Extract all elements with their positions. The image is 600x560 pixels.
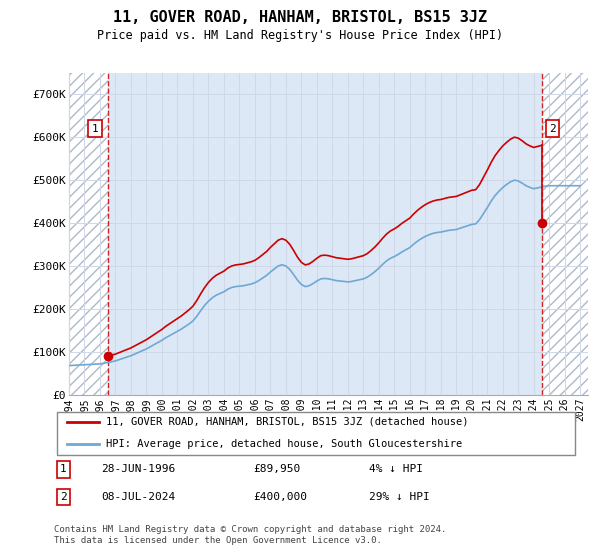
FancyBboxPatch shape [56, 412, 575, 455]
Text: 29% ↓ HPI: 29% ↓ HPI [369, 492, 430, 502]
Text: 1: 1 [92, 124, 98, 134]
Text: Price paid vs. HM Land Registry's House Price Index (HPI): Price paid vs. HM Land Registry's House … [97, 29, 503, 42]
Text: 2: 2 [60, 492, 67, 502]
Text: 11, GOVER ROAD, HANHAM, BRISTOL, BS15 3JZ: 11, GOVER ROAD, HANHAM, BRISTOL, BS15 3J… [113, 10, 487, 25]
Bar [69, 73, 107, 395]
Text: Contains HM Land Registry data © Crown copyright and database right 2024.
This d: Contains HM Land Registry data © Crown c… [54, 525, 446, 545]
Text: 4% ↓ HPI: 4% ↓ HPI [369, 464, 423, 474]
Text: 11, GOVER ROAD, HANHAM, BRISTOL, BS15 3JZ (detached house): 11, GOVER ROAD, HANHAM, BRISTOL, BS15 3J… [107, 417, 469, 427]
Text: £400,000: £400,000 [254, 492, 308, 502]
Text: £89,950: £89,950 [254, 464, 301, 474]
Text: HPI: Average price, detached house, South Gloucestershire: HPI: Average price, detached house, Sout… [107, 439, 463, 449]
Text: 1: 1 [60, 464, 67, 474]
Text: 2: 2 [550, 124, 556, 134]
Text: 28-JUN-1996: 28-JUN-1996 [101, 464, 176, 474]
Text: 08-JUL-2024: 08-JUL-2024 [101, 492, 176, 502]
Bar [542, 73, 588, 395]
